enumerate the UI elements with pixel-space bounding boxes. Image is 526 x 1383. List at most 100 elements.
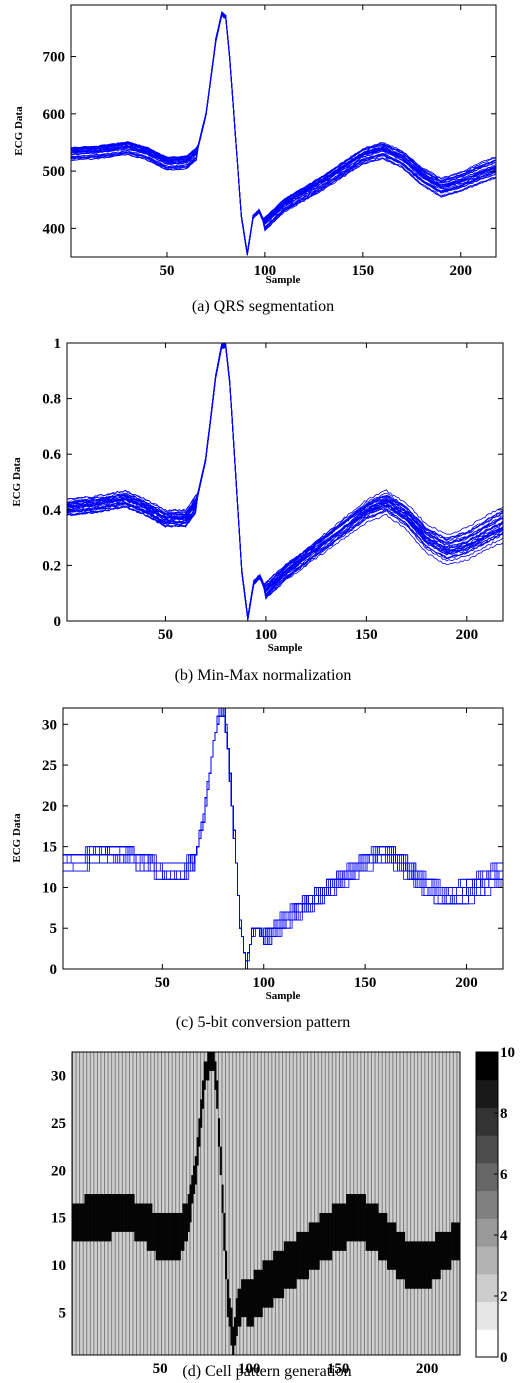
heatmap-column <box>175 1052 177 1355</box>
panel-b-xlabel: Sample <box>268 642 303 654</box>
series-line <box>70 14 497 256</box>
heatmap-cell <box>331 1203 334 1251</box>
colorbar-swatch <box>476 1107 498 1136</box>
heatmap-cell <box>356 1194 359 1242</box>
heatmap-column <box>442 1052 444 1355</box>
series-line <box>70 14 497 255</box>
heatmap-cell <box>249 1279 253 1327</box>
heatmap-column <box>310 1052 312 1355</box>
heatmap-cell <box>410 1241 413 1289</box>
heatmap-cell <box>289 1241 292 1289</box>
heatmap-cell <box>187 1194 190 1232</box>
heatmap-cell <box>301 1231 304 1280</box>
y-tick-label: 20 <box>42 799 57 815</box>
heatmap-cell <box>96 1194 99 1242</box>
panel-d-heatmap <box>72 1052 461 1355</box>
x-tick-label: 50 <box>155 975 170 991</box>
heatmap-cell <box>419 1241 422 1289</box>
heatmap-cell <box>429 1241 432 1289</box>
heatmap-cell <box>385 1212 388 1261</box>
heatmap-cell <box>330 1212 333 1261</box>
series-line <box>66 346 504 621</box>
series-line <box>63 707 503 970</box>
series-line <box>66 342 504 617</box>
series-line <box>66 343 504 619</box>
series-line <box>63 715 503 970</box>
series-line <box>66 343 503 619</box>
heatmap-cell <box>296 1231 299 1280</box>
heatmap-cell <box>413 1241 416 1289</box>
heatmap-column <box>303 1052 305 1355</box>
heatmap-cell <box>314 1222 317 1270</box>
panel-d-caption: (d) Cell pattern generation <box>182 1363 351 1380</box>
heatmap-cell <box>283 1241 286 1289</box>
y-tick-label: 0 <box>54 614 62 630</box>
series-line <box>63 707 503 962</box>
heatmap-cell <box>436 1231 439 1280</box>
series-line <box>70 14 497 256</box>
panel-a-axes <box>70 4 497 258</box>
heatmap-cell <box>292 1241 295 1289</box>
heatmap-cell <box>298 1231 301 1280</box>
heatmap-cell <box>185 1203 188 1242</box>
heatmap-cell <box>326 1212 329 1261</box>
heatmap-cell <box>411 1241 415 1289</box>
series-line <box>63 715 503 970</box>
series-line <box>66 346 504 618</box>
series-line <box>70 11 497 253</box>
heatmap-column <box>289 1052 291 1355</box>
heatmap-cell <box>153 1212 156 1251</box>
x-tick-label: 50 <box>158 627 173 643</box>
heatmap-cell <box>241 1279 244 1318</box>
heatmap-column <box>388 1052 390 1355</box>
colorbar-swatch <box>476 1079 498 1108</box>
heatmap-cell <box>349 1194 352 1242</box>
heatmap-cell <box>262 1260 265 1308</box>
heatmap-cell <box>435 1231 438 1280</box>
heatmap-column <box>399 1052 401 1355</box>
series-line <box>70 11 497 254</box>
series-line <box>63 707 503 970</box>
heatmap-cell <box>139 1203 142 1242</box>
heatmap-column <box>285 1052 287 1355</box>
colorbar-tick-label: 8 <box>500 1106 508 1122</box>
panel-b-caption: (b) Min-Max normalization <box>175 667 352 684</box>
heatmap-cell <box>445 1231 448 1270</box>
y-tick-label: 15 <box>42 840 57 856</box>
heatmap-cell <box>84 1194 87 1242</box>
heatmap-cell <box>91 1194 94 1242</box>
heatmap-cell <box>132 1194 135 1232</box>
series-line <box>70 12 497 254</box>
panel-d-axes <box>71 1051 461 1356</box>
heatmap-cell <box>319 1212 322 1261</box>
heatmap-cell <box>451 1222 454 1261</box>
heatmap-column <box>299 1052 301 1355</box>
heatmap-column <box>435 1052 437 1355</box>
colorbar-frame <box>475 1051 499 1358</box>
series-line <box>66 345 504 621</box>
heatmap-cell <box>123 1194 126 1232</box>
heatmap-column <box>420 1052 422 1355</box>
series-line <box>70 14 497 256</box>
heatmap-cell <box>347 1194 350 1242</box>
heatmap-column <box>207 1052 209 1355</box>
series-line <box>70 11 497 253</box>
heatmap-column <box>228 1052 230 1355</box>
heatmap-cell <box>267 1260 270 1308</box>
heatmap-cell <box>230 1307 233 1346</box>
heatmap-cell <box>257 1269 260 1318</box>
heatmap-cell <box>253 1269 256 1318</box>
heatmap-column <box>267 1052 269 1355</box>
heatmap-column <box>196 1052 198 1355</box>
heatmap-cell <box>166 1212 169 1261</box>
heatmap-cell <box>282 1250 285 1299</box>
heatmap-cell <box>120 1194 123 1232</box>
heatmap-cell <box>372 1203 375 1251</box>
heatmap-cell <box>141 1203 144 1242</box>
heatmap-cell <box>378 1212 381 1261</box>
panel-d-colorbar: 0 2 4 6 8 10 <box>475 1045 515 1366</box>
heatmap-cell <box>112 1194 116 1232</box>
heatmap-cell <box>127 1194 130 1232</box>
heatmap-column <box>235 1052 237 1355</box>
heatmap-column <box>321 1052 323 1355</box>
